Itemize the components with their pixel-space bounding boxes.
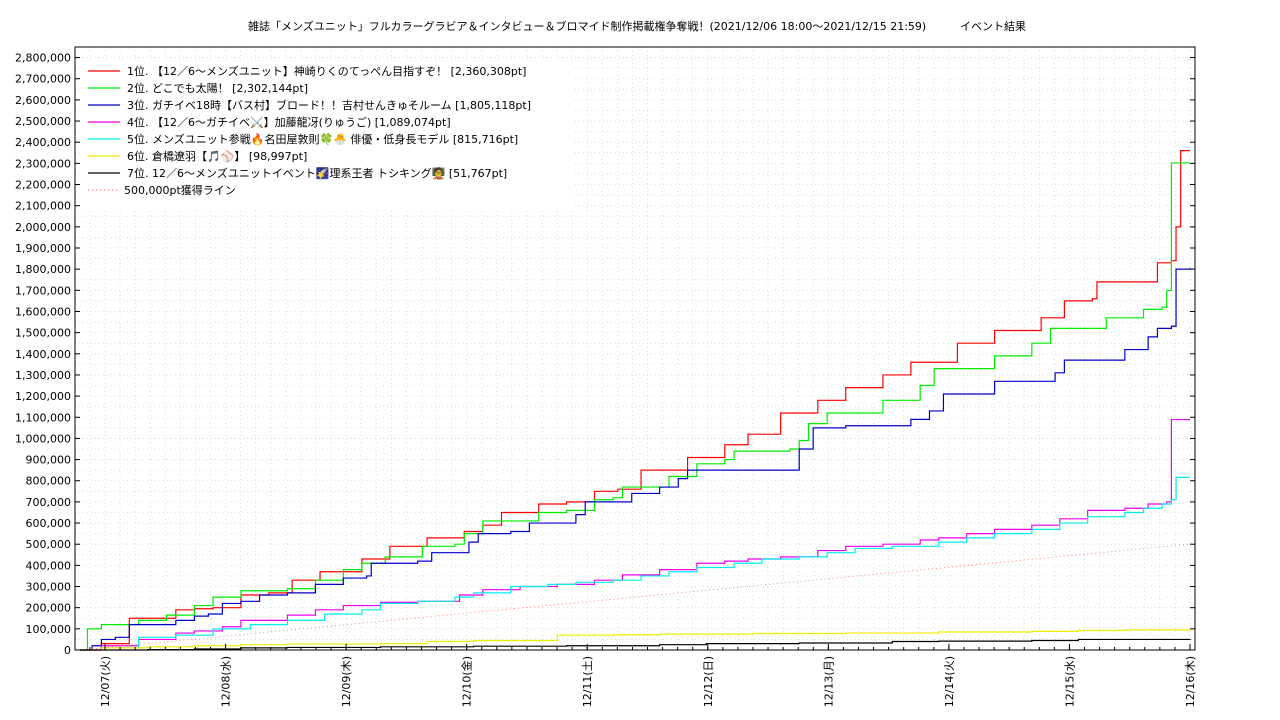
y-tick-label: 800,000 bbox=[26, 475, 72, 488]
chart-title: 雑誌「メンズユニット」フルカラーグラビア＆インタビュー＆ブロマイド制作掲載権争奪… bbox=[248, 19, 926, 33]
series-line-3 bbox=[80, 268, 1191, 651]
y-tick-label: 2,800,000 bbox=[15, 52, 71, 65]
legend-entry: 1位. 【12／6～メンズユニット】神崎りくのてっぺん目指すぞ！ [2,360,… bbox=[127, 64, 526, 78]
y-tick-label: 1,500,000 bbox=[15, 327, 71, 340]
y-tick-label: 700,000 bbox=[26, 496, 72, 509]
series-layer bbox=[79, 150, 1191, 651]
y-tick-label: 1,100,000 bbox=[15, 411, 71, 424]
x-tick-label: 12/07(火) bbox=[99, 656, 112, 707]
y-tick-label: 2,300,000 bbox=[15, 157, 71, 170]
legend-box bbox=[82, 60, 574, 208]
series-line-4 bbox=[80, 418, 1190, 651]
y-tick-label: 1,700,000 bbox=[15, 284, 71, 297]
x-tick-label: 12/08(水) bbox=[220, 656, 233, 707]
y-tick-label: 900,000 bbox=[26, 454, 72, 467]
y-tick-label: 1,000,000 bbox=[15, 432, 71, 445]
x-tick-label: 12/12(日) bbox=[702, 656, 715, 707]
y-tick-label: 2,000,000 bbox=[15, 221, 71, 234]
x-axis: 12/07(火) 12/08(水) 12/09(木) 12/10(金) 12/11(土)… bbox=[89, 644, 1197, 707]
series-line-6 bbox=[80, 629, 1191, 651]
series-line-2 bbox=[80, 162, 1190, 651]
legend-entry: 7位. 12／6～メンズユニットイベント🌠理系王者 トシキング🧑‍🏫 [51,7… bbox=[127, 166, 507, 180]
legend-entry: 4位. 【12／6～ガチイベ⚔️】加藤龍冴(りゅうご) [1,089,074pt… bbox=[127, 115, 451, 129]
x-tick-label: 12/16(木) bbox=[1184, 656, 1197, 707]
y-tick-label: 2,700,000 bbox=[15, 73, 71, 86]
y-tick-label: 2,600,000 bbox=[15, 94, 71, 107]
chart-subtitle: イベント結果 bbox=[960, 19, 1026, 33]
x-tick-label: 12/11(土) bbox=[581, 656, 594, 707]
y-tick-label: 1,600,000 bbox=[15, 305, 71, 318]
x-tick-label: 12/09(木) bbox=[340, 656, 353, 707]
y-tick-label: 200,000 bbox=[26, 602, 72, 615]
y-tick-label: 2,100,000 bbox=[15, 200, 71, 213]
x-tick-label: 12/15(水) bbox=[1063, 656, 1076, 707]
y-tick-label: 1,800,000 bbox=[15, 263, 71, 276]
plot-frame bbox=[74, 46, 1196, 651]
y-tick-label: 1,900,000 bbox=[15, 242, 71, 255]
y-tick-label: 400,000 bbox=[26, 559, 72, 572]
y-tick-label: 1,300,000 bbox=[15, 369, 71, 382]
legend-entry: 5位. メンズユニット参戦🔥名田屋敦則🍀🐣 俳優・低身長モデル [815,716… bbox=[127, 132, 518, 146]
y-tick-label: 1,400,000 bbox=[15, 348, 71, 361]
y-tick-label: 2,500,000 bbox=[15, 115, 71, 128]
legend-entry: 500,000pt獲得ライン bbox=[124, 184, 236, 197]
y-tick-label: 2,400,000 bbox=[15, 136, 71, 149]
x-tick-label: 12/13(月) bbox=[822, 656, 835, 707]
y-tick-label: 300,000 bbox=[26, 581, 72, 594]
y-tick-label: 600,000 bbox=[26, 517, 72, 530]
legend: 1位. 【12／6～メンズユニット】神崎りくのてっぺん目指すぞ！ [2,360,… bbox=[82, 60, 574, 208]
legend-entry: 3位. ガチイベ18時【バス村】ブロード！！吉村せんきゅそルーム [1,805,… bbox=[127, 98, 531, 112]
y-tick-label: 500,000 bbox=[26, 538, 72, 551]
y-tick-label: 2,200,000 bbox=[15, 179, 71, 192]
x-tick-label: 12/10(金) bbox=[460, 656, 474, 707]
legend-entry: 2位. どこでも太陽！ [2,302,144pt] bbox=[127, 81, 308, 95]
x-tick-label: 12/14(火) bbox=[943, 656, 956, 707]
y-tick-label: 0 bbox=[64, 644, 71, 657]
y-tick-label: 1,200,000 bbox=[15, 390, 71, 403]
series-line-5 bbox=[80, 476, 1190, 651]
legend-entry: 6位. 倉橋遼羽【🎵⚾️】 [98,997pt] bbox=[127, 149, 307, 163]
y-tick-label: 100,000 bbox=[26, 623, 72, 636]
y-axis: 0 100,000 200,000 300,000 400,000 500,000 600,… bbox=[15, 52, 1195, 657]
